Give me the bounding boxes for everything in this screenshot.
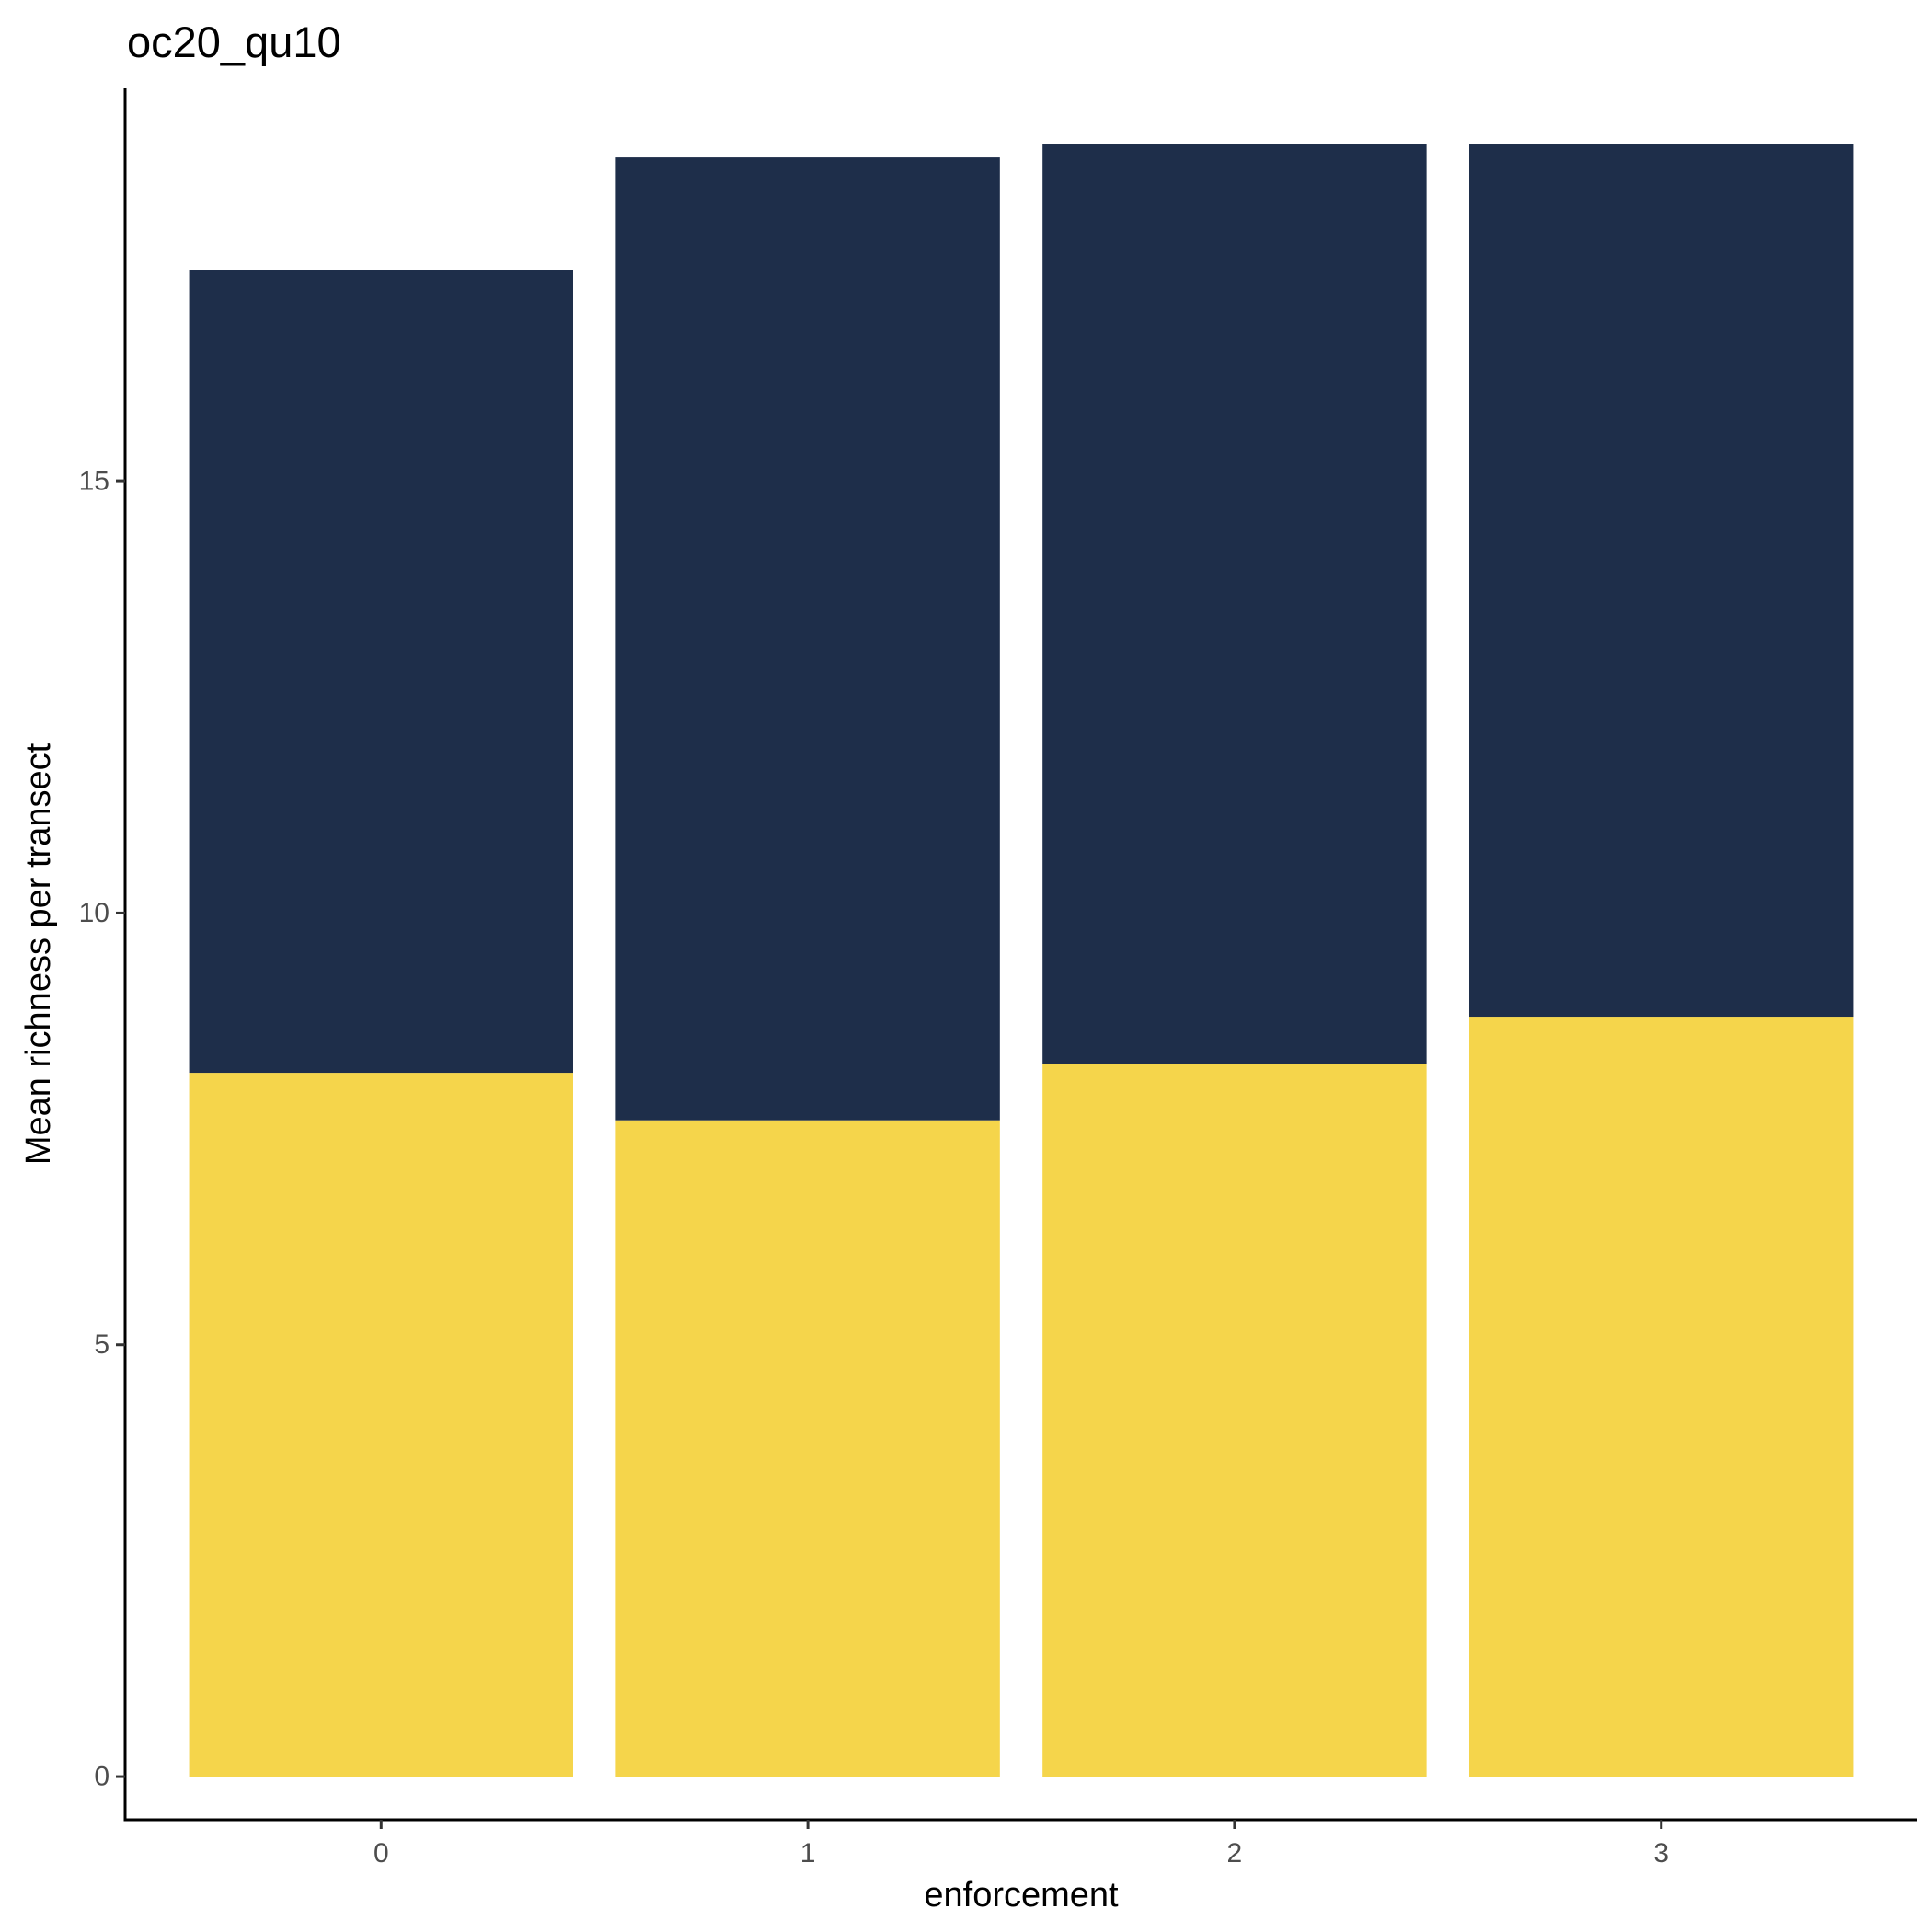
bar-category-0-segment-1 bbox=[189, 1073, 573, 1777]
y-tick-label-15: 15 bbox=[79, 466, 109, 497]
bar-category-2-segment-2 bbox=[1042, 144, 1427, 1064]
bar-category-0-segment-2 bbox=[189, 270, 573, 1074]
chart-title: oc20_qu10 bbox=[127, 17, 341, 66]
y-axis-ticks: 0 5 10 15 bbox=[79, 466, 125, 1792]
bar-category-3-segment-2 bbox=[1469, 144, 1854, 1018]
bars-group bbox=[189, 144, 1854, 1777]
bar-category-3-segment-1 bbox=[1469, 1017, 1854, 1777]
x-tick-label-1: 1 bbox=[800, 1838, 816, 1869]
bar-category-1-segment-2 bbox=[615, 157, 1000, 1121]
x-tick-label-3: 3 bbox=[1653, 1838, 1669, 1869]
x-axis-title: enforcement bbox=[924, 1876, 1119, 1915]
x-tick-label-0: 0 bbox=[374, 1838, 389, 1869]
y-axis-title: Mean richness per transect bbox=[19, 742, 58, 1165]
y-tick-label-10: 10 bbox=[79, 898, 109, 928]
bar-category-2-segment-1 bbox=[1042, 1064, 1427, 1777]
x-tick-label-2: 2 bbox=[1227, 1838, 1243, 1869]
x-axis-ticks: 0 1 2 3 bbox=[374, 1820, 1669, 1869]
y-tick-label-0: 0 bbox=[94, 1762, 109, 1792]
bar-category-1-segment-1 bbox=[615, 1120, 1000, 1777]
y-tick-label-5: 5 bbox=[94, 1329, 109, 1360]
